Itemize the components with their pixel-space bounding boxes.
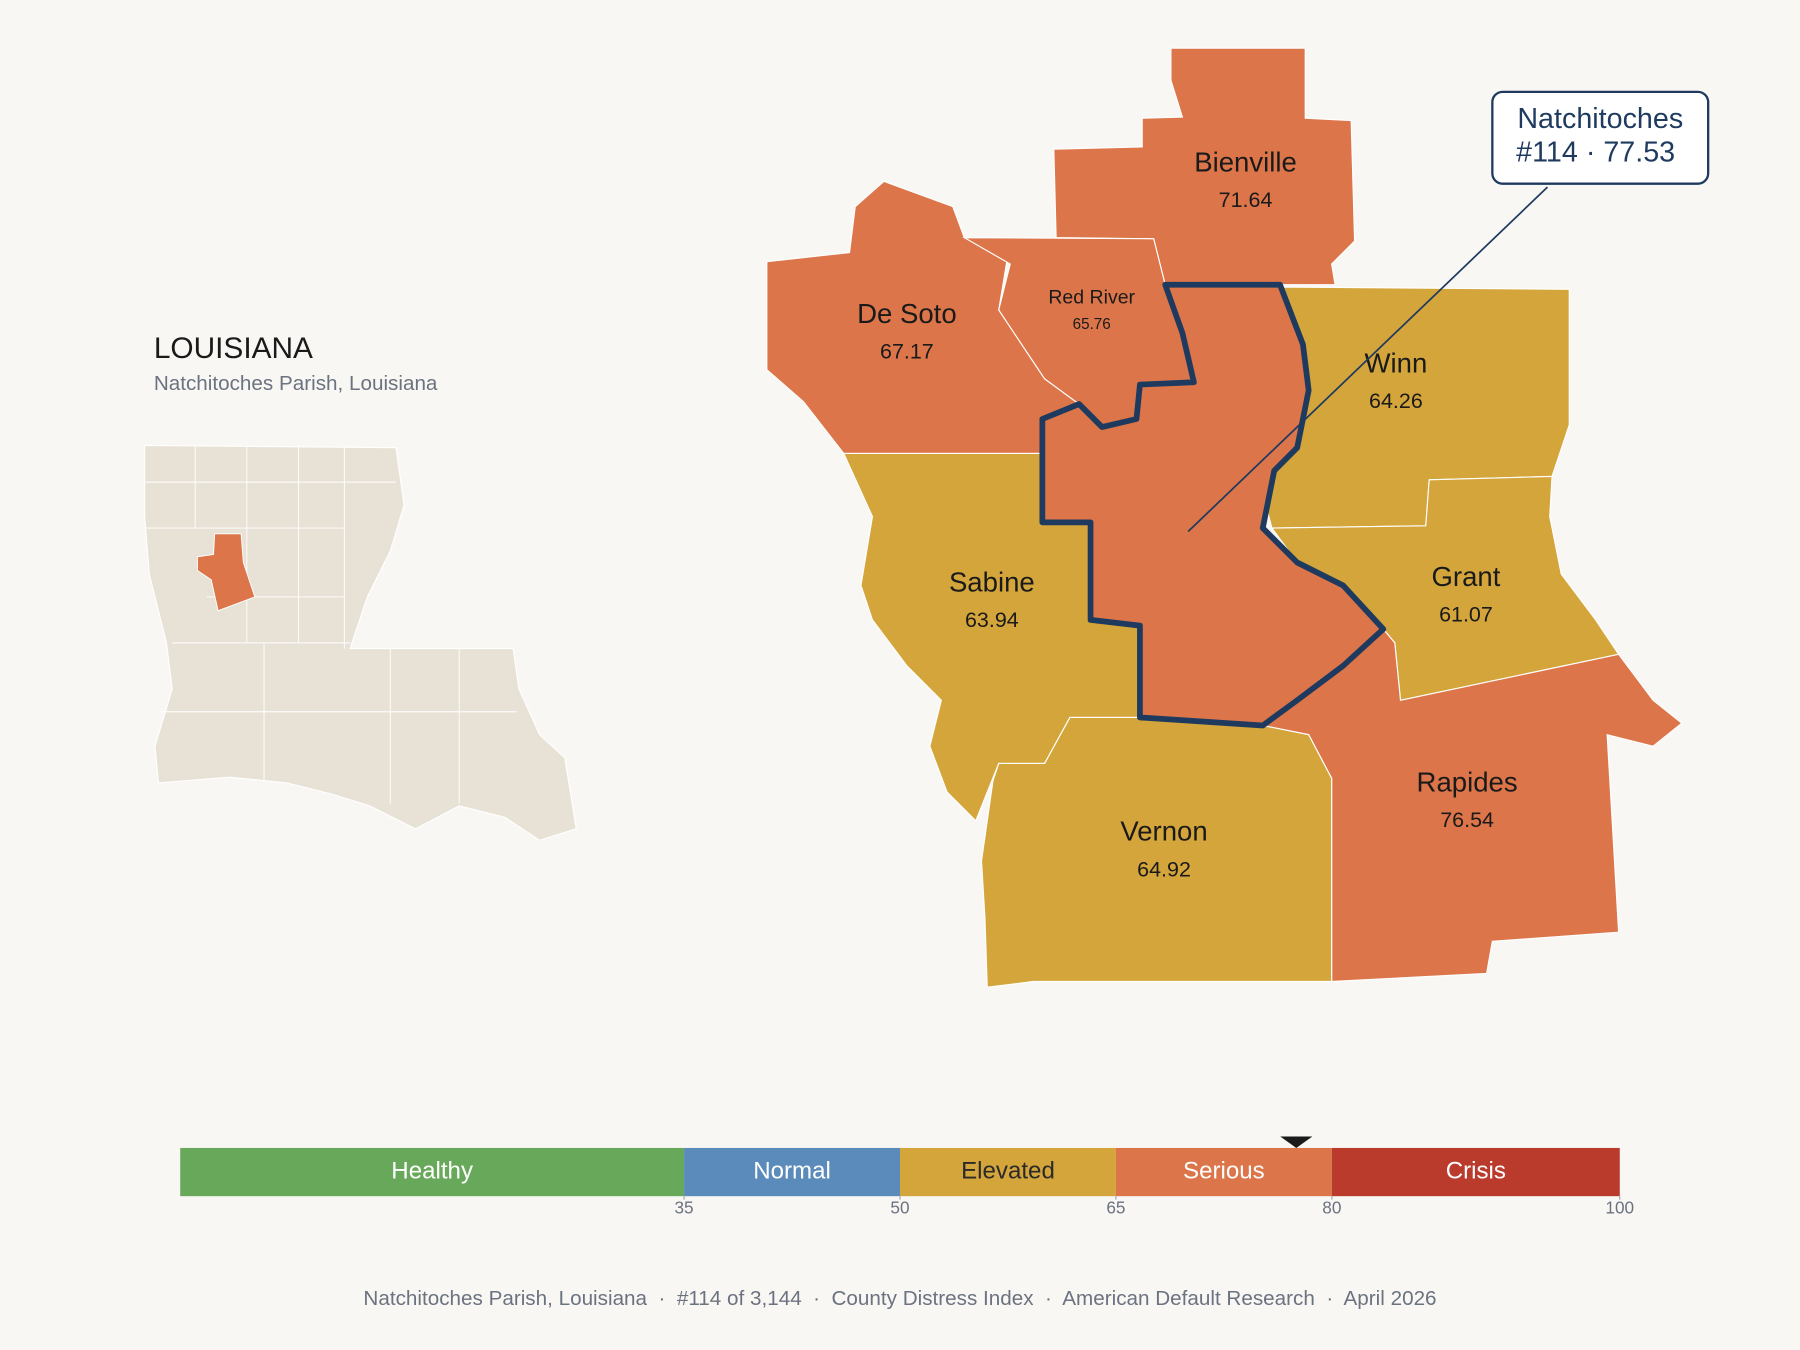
label-layer: Bienville 71.64 De Soto 67.17 Red River 65.76… xyxy=(857,146,1518,881)
scale-band-label: Serious xyxy=(1183,1157,1265,1184)
parish-value: 65.76 xyxy=(1073,316,1111,333)
parish xyxy=(980,716,1333,988)
parish-name: Bienville xyxy=(1194,146,1297,177)
parish-name: Red River xyxy=(1048,287,1135,309)
parish-name: Winn xyxy=(1365,347,1428,378)
scale-band xyxy=(1115,1147,1332,1197)
scale-marker xyxy=(1280,1136,1313,1148)
parish-name: Grant xyxy=(1431,561,1500,592)
callout-name: Natchitoches xyxy=(1517,103,1683,135)
scale-band xyxy=(900,1147,1116,1197)
parish-value: 63.94 xyxy=(965,608,1019,632)
scale-band-label: Normal xyxy=(753,1157,831,1184)
scale-tick-label: 50 xyxy=(890,1197,909,1217)
inset-subtitle: Natchitoches Parish, Louisiana xyxy=(154,372,438,395)
parish-layer xyxy=(766,47,1683,988)
inset-title: LOUISIANA xyxy=(154,332,313,365)
parish-name: De Soto xyxy=(857,298,957,329)
scale-band-label: Elevated xyxy=(961,1157,1055,1184)
parish-name: Vernon xyxy=(1120,816,1207,847)
callout-value: #114 · 77.53 xyxy=(1516,136,1675,168)
parish-value: 71.64 xyxy=(1219,188,1273,212)
parish-value: 64.92 xyxy=(1137,857,1191,881)
callout-box xyxy=(1491,90,1710,185)
state-outline xyxy=(144,444,577,841)
parish-name: Rapides xyxy=(1417,766,1518,797)
scale-tick-label: 65 xyxy=(1106,1197,1125,1217)
callout-leader xyxy=(1187,186,1549,533)
scale-band xyxy=(1331,1147,1620,1197)
inset-focus-parish xyxy=(196,533,256,612)
inset-parish-lines xyxy=(144,445,517,804)
focus-parish xyxy=(1039,281,1387,729)
scale-tick-label: 35 xyxy=(674,1197,693,1217)
scale-band-label: Healthy xyxy=(391,1157,473,1184)
scale-band-label: Crisis xyxy=(1446,1157,1506,1184)
scale-tick-label: 100 xyxy=(1605,1197,1634,1217)
parish-value: 67.17 xyxy=(880,340,934,364)
parish-value: 61.07 xyxy=(1439,602,1493,626)
parish-value: 64.26 xyxy=(1369,389,1423,413)
parish-value: 76.54 xyxy=(1440,808,1494,832)
scale-band xyxy=(684,1147,900,1197)
scale-tick-label: 80 xyxy=(1322,1197,1341,1217)
scale-band xyxy=(180,1147,685,1197)
footer: Natchitoches Parish, Louisiana · #114 of… xyxy=(363,1287,1436,1310)
scale-legend: Healthy Normal Elevated Serious Crisis 35 50 65… xyxy=(180,1136,1634,1217)
parish-name: Sabine xyxy=(949,567,1035,598)
